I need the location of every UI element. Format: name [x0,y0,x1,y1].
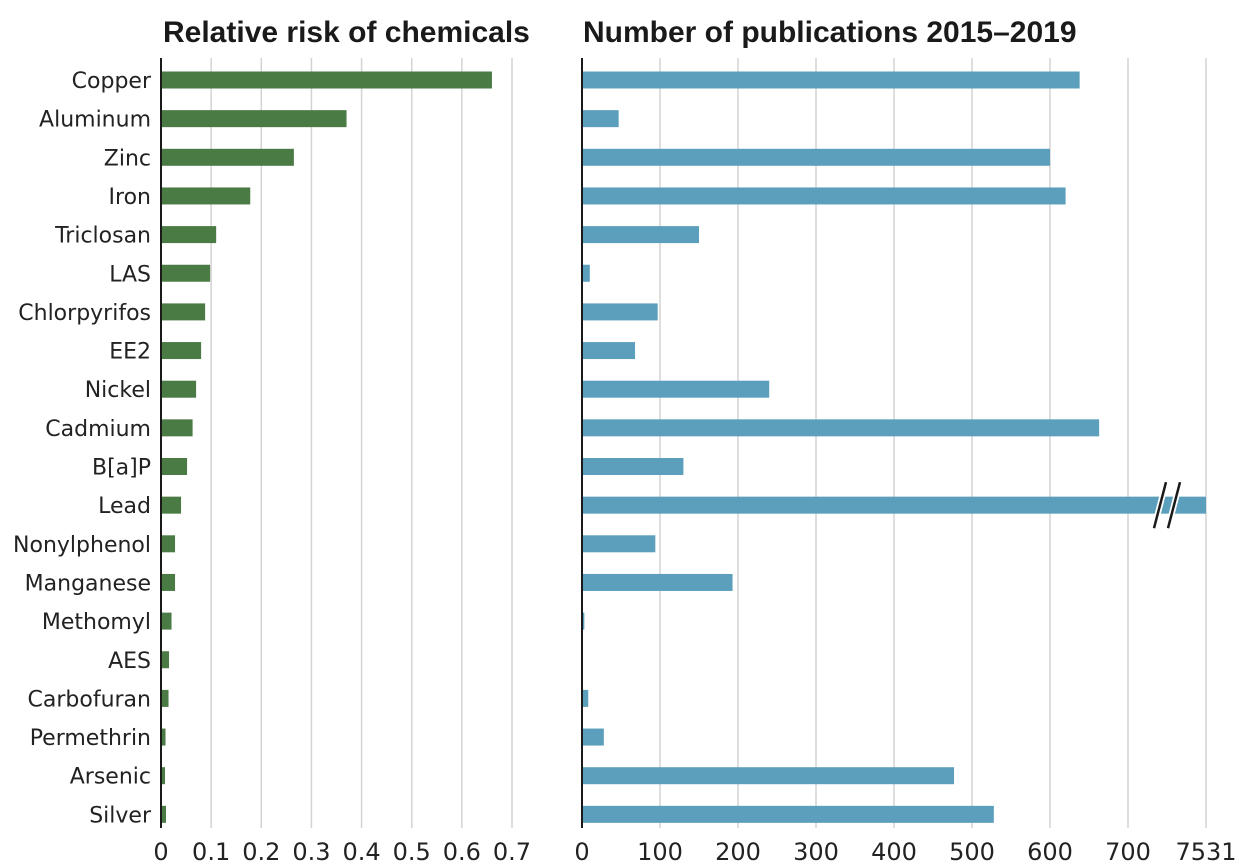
left-bar [161,226,217,244]
right-bar [582,689,589,707]
left-chart-title: Relative risk of chemicals [163,16,530,49]
right-chart-title: Number of publications 2015–2019 [583,16,1077,49]
left-bar [161,342,202,360]
right-bar [582,380,770,398]
right-bar [582,303,658,321]
left-bar [161,651,170,669]
right-tick-label: 200 [715,838,761,866]
right-bar [582,187,1066,205]
left-bar [161,805,167,823]
category-label: Aluminum [39,108,151,133]
right-bar [582,419,1100,437]
left-tick-label: 0.5 [393,838,431,866]
axis-break-mark [1166,481,1182,529]
category-label: Zinc [104,146,151,171]
left-tick-label: 0.2 [242,838,280,866]
category-label: Permethrin [30,726,151,751]
category-label: Nonylphenol [13,533,151,558]
category-label: Silver [89,803,152,828]
category-label: Cadmium [45,417,151,442]
right-tick-label: 100 [637,838,683,866]
category-label: Carbofuran [28,687,151,712]
left-bar [161,187,251,205]
category-label: B[a]P [92,456,151,481]
right-bar [582,110,619,128]
category-label: AES [108,649,151,674]
left-bar [161,380,197,398]
left-bar [161,148,294,166]
left-bar [161,303,206,321]
right-bar [582,535,656,553]
right-tick-label: 0 [574,838,589,866]
right-tick-label: 500 [949,838,995,866]
left-bar [161,612,172,630]
axis-break-mark [1152,481,1168,529]
right-bar [582,496,1206,514]
category-label: Manganese [25,571,151,596]
right-bar [582,71,1080,89]
right-tick-label: 400 [871,838,917,866]
category-label: Triclosan [54,224,151,249]
right-bar [582,458,684,475]
category-label: Methomyl [42,610,151,635]
left-bar [161,458,188,475]
left-bar [161,419,193,437]
right-tick-label: 7531 [1175,838,1236,866]
category-label: LAS [109,262,151,287]
left-tick-label: 0 [153,838,168,866]
right-tick-label: 700 [1105,838,1151,866]
right-bar [582,342,636,360]
left-bar [161,535,176,553]
category-label: Arsenic [70,765,151,790]
right-bar [582,226,699,244]
left-bar [161,496,182,514]
left-bar [161,110,347,128]
left-tick-label: 0.7 [493,838,531,866]
right-bar [582,805,994,823]
right-bar [582,767,955,785]
left-bar [161,573,176,591]
left-tick-label: 0.6 [443,838,481,866]
right-bar [582,728,604,746]
right-tick-label: 300 [793,838,839,866]
category-label: Nickel [85,378,151,403]
right-bar [582,148,1050,166]
right-chart-panel: 0 100 200 300 400 500 600 700 7531 [574,58,1237,866]
right-bar [582,573,733,591]
left-tick-label: 0.3 [292,838,330,866]
left-chart-panel: Copper Aluminum Zinc Iron Triclosan LAS Chlorp… [13,58,531,866]
category-label: Lead [98,494,151,519]
left-bar [161,264,211,282]
right-bar [582,612,585,630]
left-tick-label: 0.4 [342,838,380,866]
left-bar [161,71,492,89]
category-label: Iron [109,185,151,210]
left-bar [161,689,169,707]
left-bar [161,728,166,746]
left-tick-label: 0.1 [192,838,230,866]
category-label: Copper [72,69,152,94]
right-bar [582,264,590,282]
left-bar [161,767,166,785]
right-tick-label: 600 [1027,838,1073,866]
category-label: Chlorpyrifos [18,301,151,326]
category-label: EE2 [109,340,151,365]
